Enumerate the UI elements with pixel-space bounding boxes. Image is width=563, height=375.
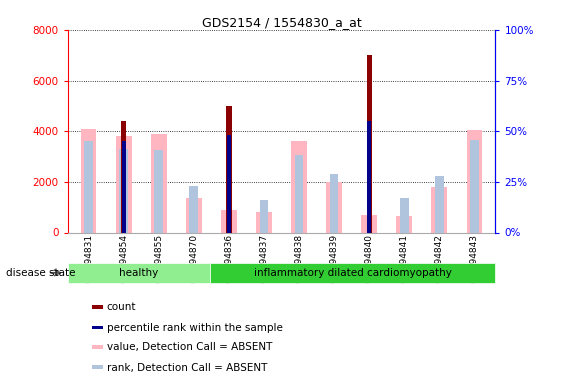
Text: percentile rank within the sample: percentile rank within the sample [107, 323, 283, 333]
Bar [92, 345, 103, 349]
Bar [154, 150, 163, 232]
Bar [186, 198, 202, 232]
Bar [189, 186, 198, 232]
Text: rank, Detection Call = ABSENT: rank, Detection Call = ABSENT [107, 363, 267, 372]
Bar [92, 365, 103, 369]
Bar [119, 149, 128, 232]
Bar [326, 182, 342, 232]
Bar [470, 140, 479, 232]
Text: disease state: disease state [6, 268, 75, 278]
Text: inflammatory dilated cardiomyopathy: inflammatory dilated cardiomyopathy [254, 268, 452, 278]
Bar [435, 176, 444, 232]
Bar [68, 262, 210, 283]
Bar [210, 262, 495, 283]
Bar [367, 56, 372, 232]
Bar [121, 121, 126, 232]
Bar [81, 129, 96, 232]
Bar [221, 210, 237, 232]
Text: count: count [107, 303, 136, 312]
Bar [92, 326, 103, 329]
Bar [260, 200, 269, 232]
Bar [92, 305, 103, 309]
Bar [256, 212, 272, 232]
Title: GDS2154 / 1554830_a_at: GDS2154 / 1554830_a_at [202, 16, 361, 29]
Text: value, Detection Call = ABSENT: value, Detection Call = ABSENT [107, 342, 272, 352]
Bar [294, 155, 303, 232]
Text: healthy: healthy [119, 268, 159, 278]
Bar [116, 136, 132, 232]
Bar [431, 187, 447, 232]
Bar [361, 215, 377, 232]
Bar [226, 106, 231, 232]
Bar [84, 141, 93, 232]
Bar [227, 135, 231, 232]
Bar [330, 174, 338, 232]
Bar [291, 141, 307, 232]
Bar [122, 141, 126, 232]
Bar [367, 121, 371, 232]
Bar [467, 130, 482, 232]
Bar [151, 134, 167, 232]
Bar [400, 198, 409, 232]
Bar [396, 216, 412, 232]
